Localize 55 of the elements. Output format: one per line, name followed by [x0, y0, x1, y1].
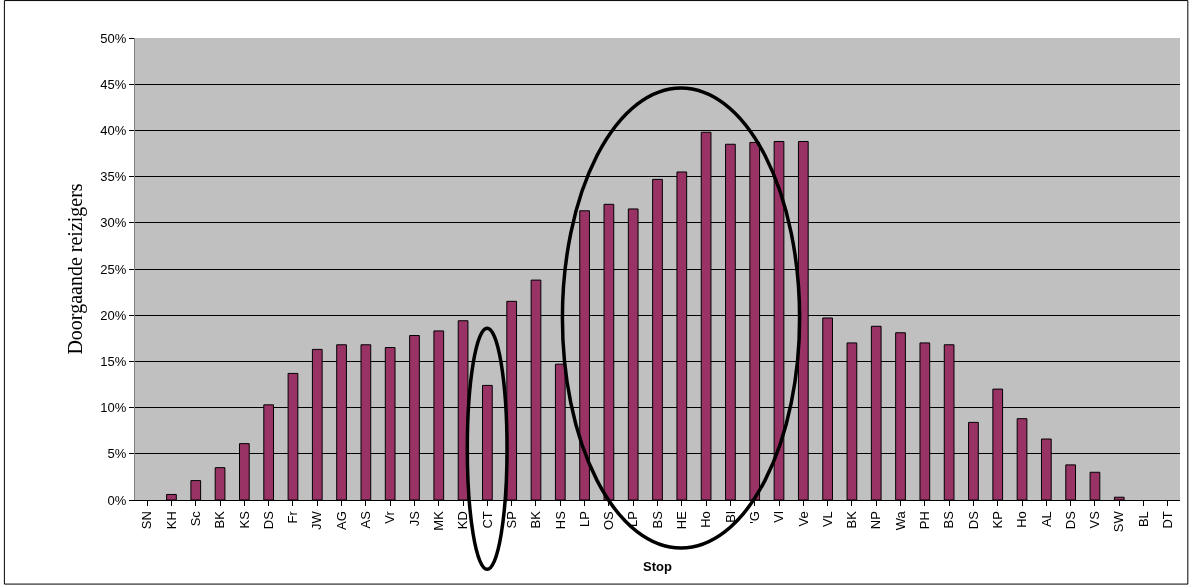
- y-axis-title: Doorgaande reizigers: [63, 183, 87, 355]
- y-tick-label: 35%: [100, 169, 127, 185]
- x-tick-label: AL: [1038, 511, 1054, 528]
- x-tick-label: MK: [431, 510, 447, 531]
- x-tick-label: Vl: [771, 511, 787, 523]
- x-tick-label: VL: [819, 511, 835, 528]
- x-tick-label: BS: [941, 510, 957, 529]
- x-tick-label: HE: [674, 510, 690, 530]
- x-tick-label: SN: [139, 511, 155, 530]
- x-tick-label: SP: [503, 511, 519, 529]
- y-tick-label: 20%: [100, 307, 127, 323]
- x-tick-label: KS: [236, 510, 252, 529]
- x-tick-label: Ho: [1014, 511, 1030, 528]
- x-tick-label: DS: [1062, 510, 1078, 530]
- y-tick-label: 5%: [107, 446, 127, 462]
- x-tick-label: Vr: [382, 510, 398, 524]
- x-tick-label: SW: [1111, 510, 1127, 533]
- x-tick-label: OS: [601, 510, 617, 530]
- y-tick-label: 10%: [100, 400, 127, 416]
- x-tick-label: Sc: [187, 510, 203, 527]
- x-tick-label: BK: [528, 510, 544, 529]
- y-tick-label: 45%: [100, 76, 127, 92]
- x-tick-label: Fr: [285, 510, 301, 524]
- y-tick-label: 25%: [100, 261, 127, 277]
- x-tick-label: Bl: [722, 511, 738, 523]
- x-tick-label: VS: [1087, 510, 1103, 529]
- x-tick-label: BK: [844, 510, 860, 529]
- x-axis-title: Stop: [643, 558, 672, 574]
- x-tick-label: JW: [309, 510, 325, 530]
- x-tick-label: Ho: [698, 511, 714, 528]
- x-tick-label: DT: [1160, 511, 1176, 529]
- x-tick-label: LP: [576, 511, 592, 528]
- x-tick-label: PH: [917, 511, 933, 530]
- x-tick-label: AS: [358, 510, 374, 529]
- x-tick-label: KD: [455, 511, 471, 530]
- y-tick-label: 30%: [100, 215, 127, 231]
- x-tick-label: KH: [163, 511, 179, 530]
- y-tick-label: 50%: [100, 30, 127, 46]
- x-tick-label: BK: [212, 510, 228, 529]
- x-tick-label: AG: [333, 511, 349, 530]
- x-tick-label: DS: [965, 510, 981, 530]
- x-tick-label: KP: [989, 511, 1005, 529]
- x-tick-label: BS: [649, 510, 665, 529]
- x-tick-label: HS: [552, 510, 568, 530]
- x-tick-label: NP: [868, 511, 884, 530]
- x-tick-label: Ve: [795, 511, 811, 527]
- x-tick-label: DS: [260, 510, 276, 530]
- x-tick-label: CT: [479, 511, 495, 529]
- y-tick-label: 15%: [100, 353, 127, 369]
- y-tick-label: 40%: [100, 122, 127, 138]
- x-tick-label: Wa: [892, 510, 908, 531]
- y-tick-label: 0%: [107, 492, 127, 508]
- x-tick-label: 'G: [746, 511, 762, 524]
- x-tick-label: BL: [1135, 511, 1151, 528]
- x-tick-label: JS: [406, 510, 422, 527]
